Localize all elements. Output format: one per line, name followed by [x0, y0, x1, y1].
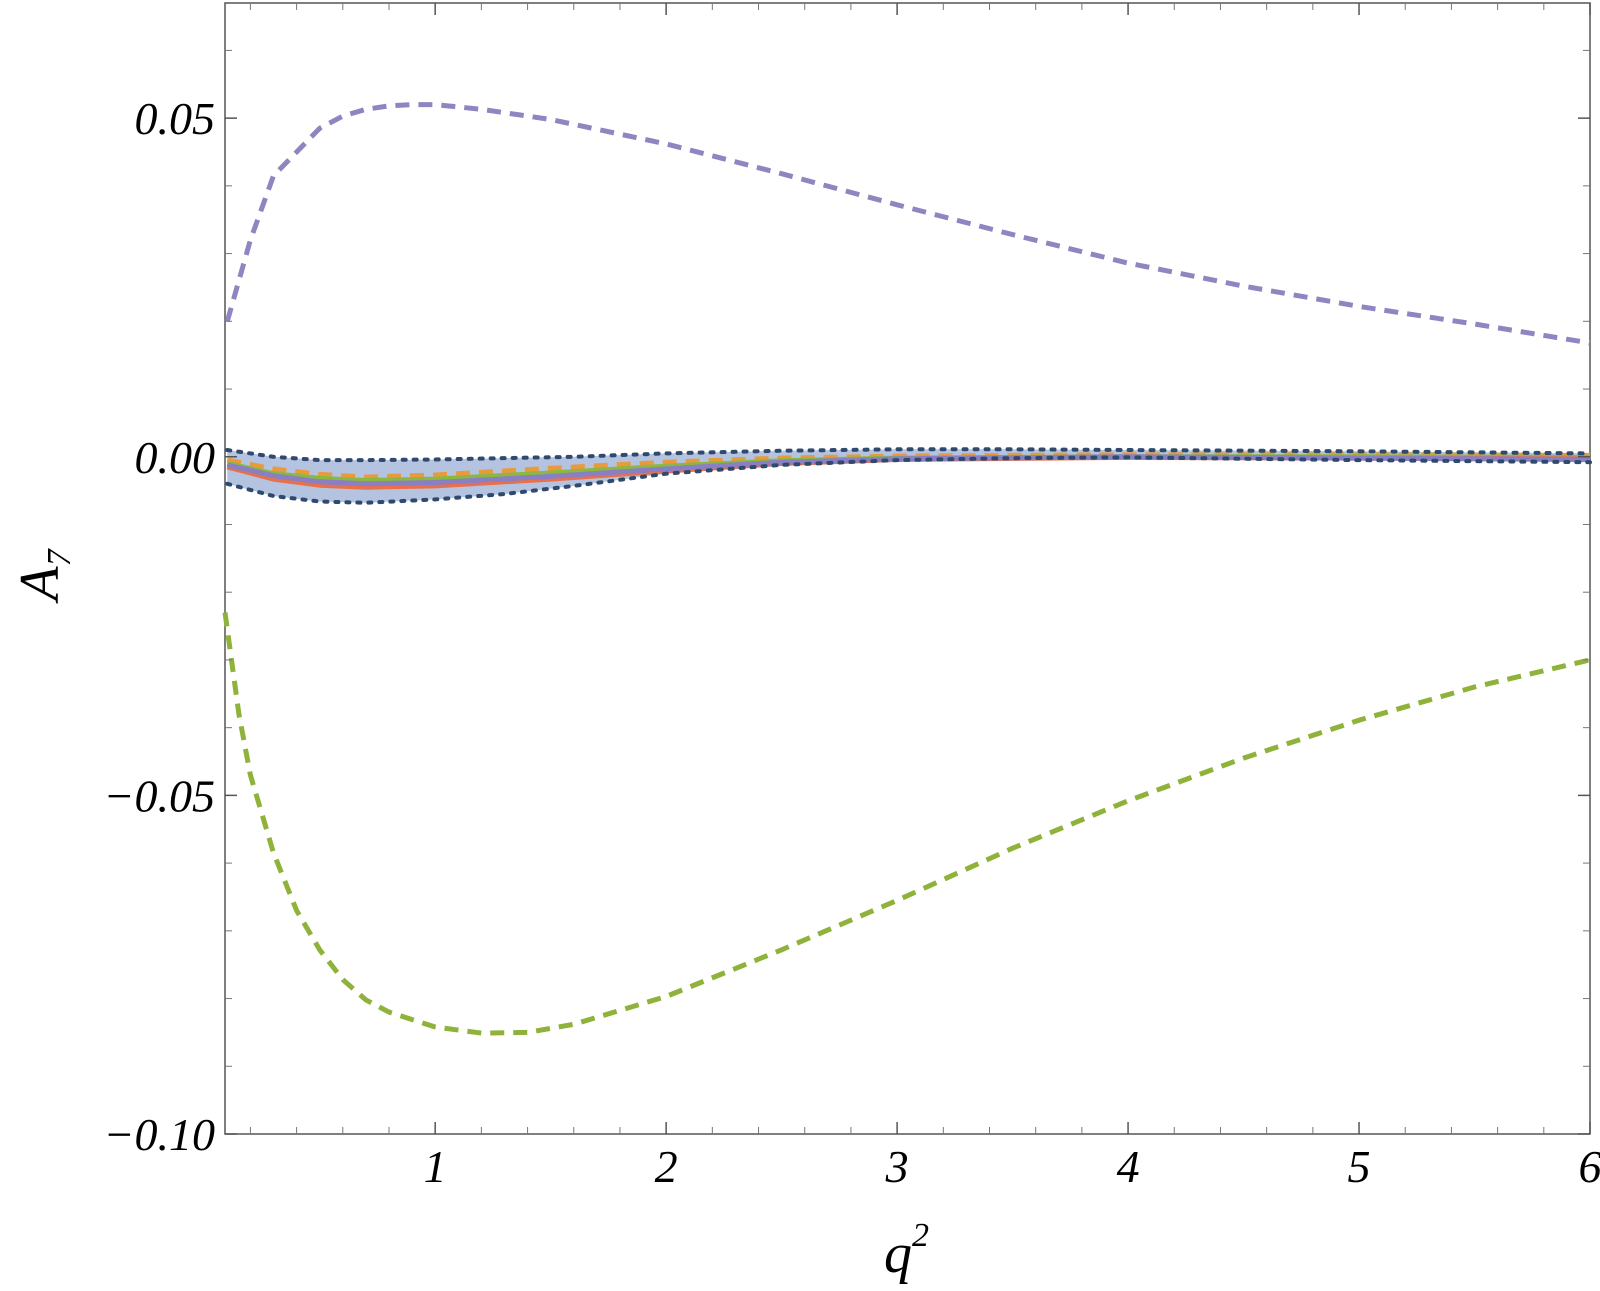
series-line-1: [224, 102, 1591, 346]
y-tick-label: 0.05: [135, 93, 216, 144]
x-tick-label: 4: [1117, 1141, 1140, 1192]
plot-frame: [224, 2, 1591, 1135]
x-tick-label: 6: [1579, 1141, 1600, 1192]
x-tick-label: 5: [1348, 1141, 1371, 1192]
x-axis-title: q2: [884, 1217, 929, 1285]
series-line-8: [225, 455, 1592, 505]
series-line-2: [222, 612, 1591, 1036]
series-layer: [222, 102, 1592, 1036]
x-tick-label: 3: [885, 1141, 909, 1192]
x-tick-label: 1: [424, 1141, 447, 1192]
y-tick-label: −0.10: [103, 1109, 215, 1160]
ticks-layer: [225, 3, 1591, 1135]
y-tick-label: 0.00: [135, 432, 216, 483]
y-tick-label: −0.05: [103, 770, 215, 821]
series-line-7: [225, 447, 1592, 463]
tick-labels-layer: 1 2 3 4 5 6 −0.10 −0.05 0.00 0.05: [103, 93, 1600, 1192]
confidence-band-layer: [227, 449, 1590, 503]
y-axis-title: A7: [9, 547, 78, 604]
x-tick-label: 2: [655, 1141, 678, 1192]
series-line-6: [226, 454, 1591, 487]
confidence-band: [227, 449, 1590, 503]
